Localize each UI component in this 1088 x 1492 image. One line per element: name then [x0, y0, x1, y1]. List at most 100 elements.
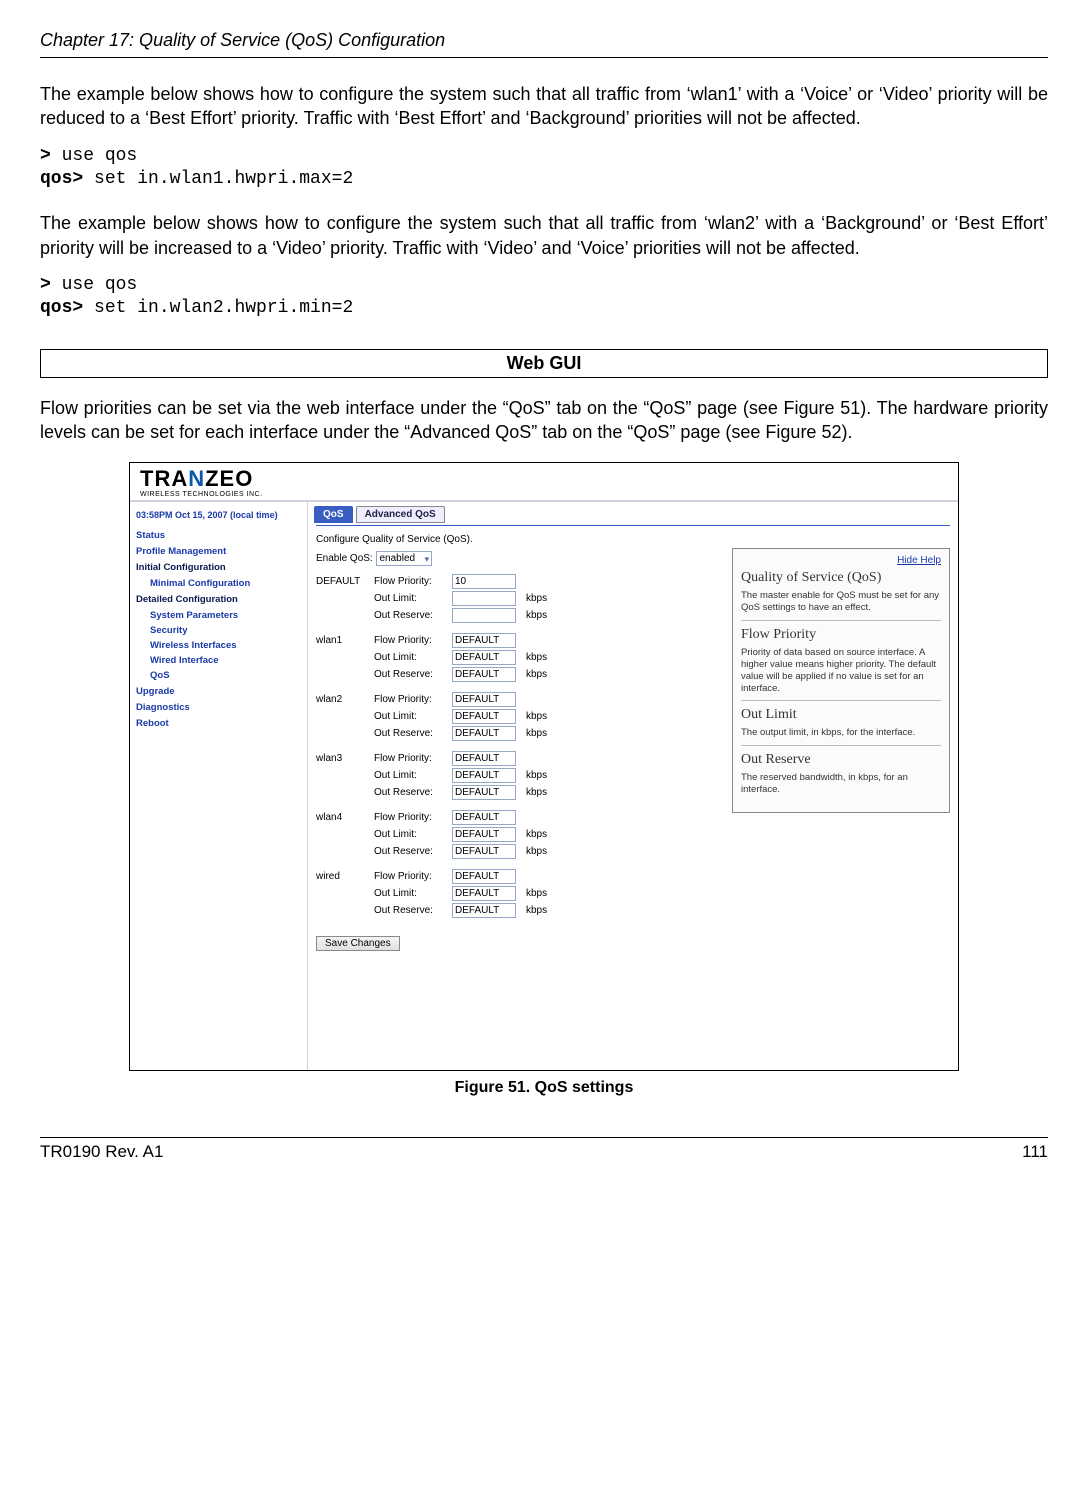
unit-label: kbps: [524, 711, 554, 722]
help-heading-flow-priority: Flow Priority: [741, 627, 941, 643]
field-label: Flow Priority:: [374, 871, 452, 882]
chapter-header: Chapter 17: Quality of Service (QoS) Con…: [40, 30, 1048, 58]
value-input[interactable]: DEFAULT: [452, 768, 516, 783]
field-label: Out Reserve:: [374, 905, 452, 916]
sidebar-item[interactable]: QoS: [150, 670, 301, 681]
field-label: Out Limit:: [374, 652, 452, 663]
unit-label: kbps: [524, 669, 554, 680]
unit-label: kbps: [524, 888, 554, 899]
sidebar-nav: 03:58PM Oct 15, 2007 (local time) Status…: [130, 502, 308, 1070]
cli-prompt: >: [40, 146, 62, 166]
cli-example-2: > use qos qos> set in.wlan2.hwpri.min=2: [40, 274, 1048, 321]
cli-cmd: set in.wlan2.hwpri.min=2: [83, 298, 353, 318]
value-input[interactable]: DEFAULT: [452, 633, 516, 648]
field-label: Out Reserve:: [374, 787, 452, 798]
save-changes-button[interactable]: Save Changes: [316, 936, 400, 951]
value-input[interactable]: DEFAULT: [452, 785, 516, 800]
cli-prompt: qos>: [40, 169, 83, 189]
value-input[interactable]: DEFAULT: [452, 827, 516, 842]
cli-prompt: >: [40, 275, 62, 295]
tab-advanced-qos[interactable]: Advanced QoS: [356, 506, 445, 523]
sidebar-item[interactable]: System Parameters: [150, 610, 301, 621]
value-input[interactable]: DEFAULT: [452, 692, 516, 707]
field-label: Flow Priority:: [374, 753, 452, 764]
field-label: Out Limit:: [374, 770, 452, 781]
paragraph-2: The example below shows how to configure…: [40, 211, 1048, 260]
sidebar-item[interactable]: Upgrade: [136, 686, 301, 697]
field-label: Flow Priority:: [374, 576, 452, 587]
interface-name: wired: [316, 871, 374, 882]
cli-cmd: use qos: [62, 146, 138, 166]
value-input[interactable]: DEFAULT: [452, 667, 516, 682]
value-input[interactable]: [452, 591, 516, 606]
field-label: Out Reserve:: [374, 728, 452, 739]
value-input[interactable]: DEFAULT: [452, 751, 516, 766]
sidebar-item[interactable]: Diagnostics: [136, 702, 301, 713]
enable-qos-select[interactable]: enabled: [376, 551, 433, 566]
field-label: Out Limit:: [374, 593, 452, 604]
interface-name: wlan3: [316, 753, 374, 764]
interface-name: wlan1: [316, 635, 374, 646]
field-label: Out Reserve:: [374, 669, 452, 680]
interface-name: wlan4: [316, 812, 374, 823]
paragraph-3: Flow priorities can be set via the web i…: [40, 396, 1048, 445]
interface-name: DEFAULT: [316, 576, 374, 587]
value-input[interactable]: DEFAULT: [452, 844, 516, 859]
cli-cmd: use qos: [62, 275, 138, 295]
help-heading-qos: Quality of Service (QoS): [741, 570, 941, 586]
paragraph-1: The example below shows how to configure…: [40, 82, 1048, 131]
interface-name: wlan2: [316, 694, 374, 705]
footer-doc-id: TR0190 Rev. A1: [40, 1142, 163, 1162]
unit-label: kbps: [524, 846, 554, 857]
unit-label: kbps: [524, 905, 554, 916]
sidebar-item[interactable]: Reboot: [136, 718, 301, 729]
field-label: Out Limit:: [374, 829, 452, 840]
value-input[interactable]: DEFAULT: [452, 810, 516, 825]
tab-qos[interactable]: QoS: [314, 506, 353, 523]
timestamp-label: 03:58PM Oct 15, 2007 (local time): [136, 510, 301, 520]
value-input[interactable]: DEFAULT: [452, 709, 516, 724]
cli-prompt: qos>: [40, 298, 83, 318]
value-input[interactable]: DEFAULT: [452, 886, 516, 901]
cli-example-1: > use qos qos> set in.wlan1.hwpri.max=2: [40, 145, 1048, 192]
help-text: The reserved bandwidth, in kbps, for an …: [741, 772, 941, 796]
value-input[interactable]: DEFAULT: [452, 726, 516, 741]
help-heading-out-reserve: Out Reserve: [741, 752, 941, 768]
figure-caption: Figure 51. QoS settings: [40, 1079, 1048, 1097]
unit-label: kbps: [524, 652, 554, 663]
field-label: Out Reserve:: [374, 610, 452, 621]
sidebar-item[interactable]: Profile Management: [136, 546, 301, 557]
field-label: Out Reserve:: [374, 846, 452, 857]
sidebar-item[interactable]: Security: [150, 625, 301, 636]
field-label: Flow Priority:: [374, 694, 452, 705]
sidebar-item[interactable]: Wired Interface: [150, 655, 301, 666]
unit-label: kbps: [524, 829, 554, 840]
enable-qos-label: Enable QoS:: [316, 553, 373, 564]
unit-label: kbps: [524, 728, 554, 739]
value-input[interactable]: DEFAULT: [452, 650, 516, 665]
value-input[interactable]: 10: [452, 574, 516, 589]
screenshot-figure: TRANZEO WIRELESS TECHNOLOGIES INC. 03:58…: [129, 462, 959, 1071]
tranzeo-logo: TRANZEO WIRELESS TECHNOLOGIES INC.: [140, 469, 263, 498]
field-label: Flow Priority:: [374, 812, 452, 823]
help-heading-out-limit: Out Limit: [741, 707, 941, 723]
unit-label: kbps: [524, 593, 554, 604]
cli-cmd: set in.wlan1.hwpri.max=2: [83, 169, 353, 189]
logo-text-n: N: [188, 466, 205, 491]
value-input[interactable]: DEFAULT: [452, 903, 516, 918]
sidebar-item[interactable]: Minimal Configuration: [150, 578, 301, 589]
value-input[interactable]: [452, 608, 516, 623]
field-label: Out Limit:: [374, 711, 452, 722]
logo-text: TRA: [140, 466, 188, 491]
sidebar-item[interactable]: Detailed Configuration: [136, 594, 301, 605]
sidebar-item[interactable]: Initial Configuration: [136, 562, 301, 573]
hide-help-link[interactable]: Hide Help: [741, 555, 941, 566]
section-heading-webgui: Web GUI: [40, 349, 1048, 378]
logo-text: ZEO: [205, 466, 253, 491]
sidebar-item[interactable]: Status: [136, 530, 301, 541]
unit-label: kbps: [524, 787, 554, 798]
logo-subtitle: WIRELESS TECHNOLOGIES INC.: [140, 491, 263, 498]
sidebar-item[interactable]: Wireless Interfaces: [150, 640, 301, 651]
value-input[interactable]: DEFAULT: [452, 869, 516, 884]
help-text: The master enable for QoS must be set fo…: [741, 590, 941, 614]
